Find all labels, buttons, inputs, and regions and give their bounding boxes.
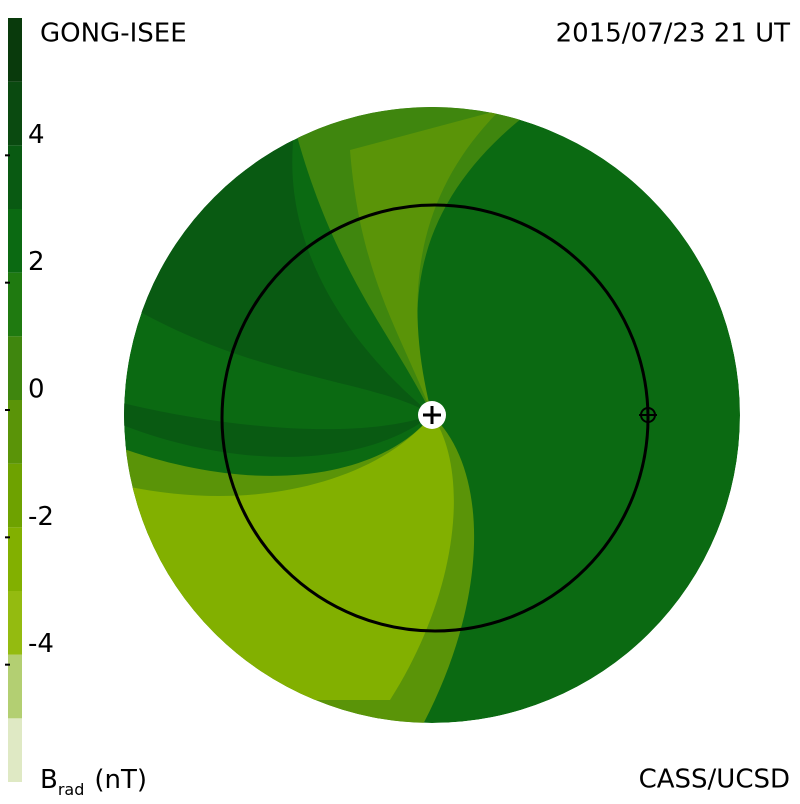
colorbar-band xyxy=(8,527,22,591)
colorbar-band xyxy=(8,463,22,528)
colorbar-band xyxy=(8,718,22,782)
colorbar-band xyxy=(8,400,22,464)
colorbar-band xyxy=(8,209,22,273)
colorbar-band xyxy=(8,654,22,719)
colorbar-band xyxy=(8,145,22,209)
label-unit: (nT) xyxy=(94,765,147,795)
colorbar-tick-label: 0 xyxy=(28,375,45,405)
colorbar-band xyxy=(8,81,22,146)
colorbar-band xyxy=(8,336,22,400)
colorbar-label: Brad (nT) xyxy=(40,765,147,799)
colorbar-band xyxy=(8,591,22,655)
label-subscript: rad xyxy=(58,780,85,799)
colorbar-tick-label: 4 xyxy=(28,120,45,150)
colorbar-band xyxy=(8,18,22,82)
label-symbol: B xyxy=(40,765,58,795)
credit: CASS/UCSD xyxy=(639,765,790,795)
earth-marker xyxy=(639,406,657,424)
colorbar-tick-label: 2 xyxy=(28,247,45,277)
timestamp: 2015/07/23 21 UT xyxy=(556,19,790,49)
colorbar-tick-label: -2 xyxy=(28,502,54,532)
sun-marker xyxy=(423,406,441,424)
source-label: GONG-ISEE xyxy=(40,19,187,49)
colorbar-band xyxy=(8,272,22,337)
colorbar-tick-label: -4 xyxy=(28,629,54,659)
